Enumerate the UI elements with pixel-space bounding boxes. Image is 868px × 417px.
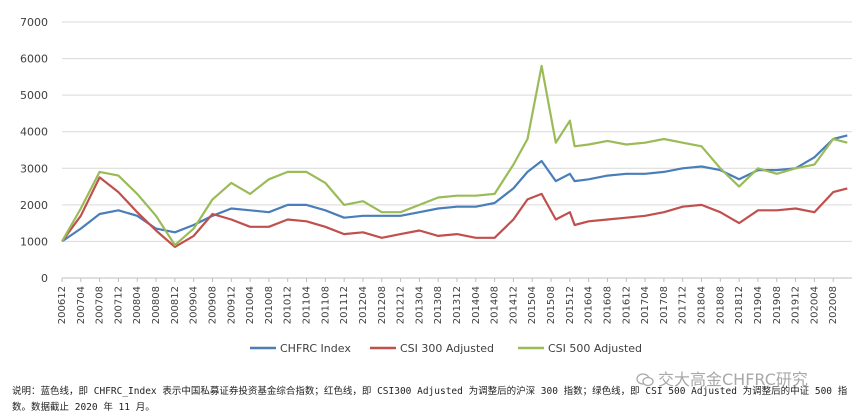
x-tick-label: 201304	[414, 286, 425, 324]
x-tick-label: 201008	[264, 286, 275, 324]
y-tick-label: 5000	[20, 89, 48, 102]
x-tick-label: 201504	[527, 286, 538, 324]
x-tick-label: 200904	[189, 286, 200, 324]
watermark: 交大高金CHFRC研究	[636, 366, 808, 390]
x-tick-label: 201204	[358, 286, 369, 324]
series-line-2	[61, 176, 848, 248]
x-tick-label: 202004	[809, 286, 820, 324]
x-tick-label: 201908	[772, 286, 783, 324]
x-tick-label: 201004	[245, 286, 256, 324]
x-tick-label: 200704	[76, 286, 87, 324]
x-tick-label: 201704	[640, 286, 651, 324]
series-lines	[61, 64, 848, 248]
x-tick-label: 201308	[433, 286, 444, 324]
x-tick-label: 201408	[490, 286, 501, 324]
gridlines	[62, 21, 852, 242]
x-tick-label: 201112	[339, 286, 350, 324]
x-tick-label: 200612	[57, 286, 68, 324]
y-tick-label: 1000	[20, 235, 48, 248]
x-tick-label: 201108	[320, 286, 331, 324]
x-tick-label: 201512	[565, 286, 576, 324]
wechat-icon	[636, 373, 654, 387]
x-tick-label: 201312	[452, 286, 463, 324]
y-tick-label: 0	[41, 272, 48, 285]
x-tick-label: 202008	[828, 286, 839, 324]
legend-label: CSI 500 Adjusted	[548, 342, 642, 355]
x-tick-label: 201812	[734, 286, 745, 324]
x-tick-label: 201404	[471, 286, 482, 324]
x-tick-label: 201212	[396, 286, 407, 324]
x-tick-label: 201808	[715, 286, 726, 324]
series-line-1	[61, 134, 848, 243]
x-axis-ticks: 200612 200704 200708 200712 200804 200808 2008…	[57, 278, 839, 324]
legend: CHFRC Index CSI 300 Adjusted CSI 500 Adjus…	[250, 342, 642, 355]
x-tick-label: 200912	[226, 286, 237, 324]
x-tick-label: 201508	[546, 286, 557, 324]
x-tick-label: 201604	[584, 286, 595, 324]
x-tick-label: 201208	[377, 286, 388, 324]
y-tick-label: 7000	[20, 16, 48, 29]
x-tick-label: 201804	[697, 286, 708, 324]
y-axis-ticks: 0 1000 2000 3000 4000 5000 6000 7000	[20, 16, 48, 285]
y-tick-label: 3000	[20, 162, 48, 175]
x-tick-label: 201012	[283, 286, 294, 324]
x-tick-label: 200804	[132, 286, 143, 324]
x-tick-label: 200808	[151, 286, 162, 324]
line-chart: 0 1000 2000 3000 4000 5000 6000 7000 200612 2007…	[20, 16, 852, 355]
y-tick-label: 4000	[20, 126, 48, 139]
x-tick-label: 201104	[302, 286, 313, 324]
x-tick-label: 200712	[113, 286, 124, 324]
x-tick-label: 200708	[95, 286, 106, 324]
series-line-3	[61, 64, 848, 247]
x-tick-label: 200812	[170, 286, 181, 324]
x-tick-label: 201412	[508, 286, 519, 324]
x-tick-label: 201912	[791, 286, 802, 324]
x-tick-label: 201612	[621, 286, 632, 324]
y-tick-label: 6000	[20, 53, 48, 66]
x-tick-label: 201608	[602, 286, 613, 324]
legend-label: CSI 300 Adjusted	[400, 342, 494, 355]
chart-note: 说明：蓝色线，即 CHFRC_Index 表示中国私募证券投资基金综合指数；红色…	[12, 386, 848, 413]
x-tick-label: 201904	[753, 286, 764, 324]
y-tick-label: 2000	[20, 199, 48, 212]
x-tick-label: 201712	[678, 286, 689, 324]
x-tick-label: 200908	[207, 286, 218, 324]
watermark-text: 交大高金CHFRC研究	[658, 370, 808, 389]
legend-label: CHFRC Index	[280, 342, 351, 355]
x-tick-label: 201708	[659, 286, 670, 324]
